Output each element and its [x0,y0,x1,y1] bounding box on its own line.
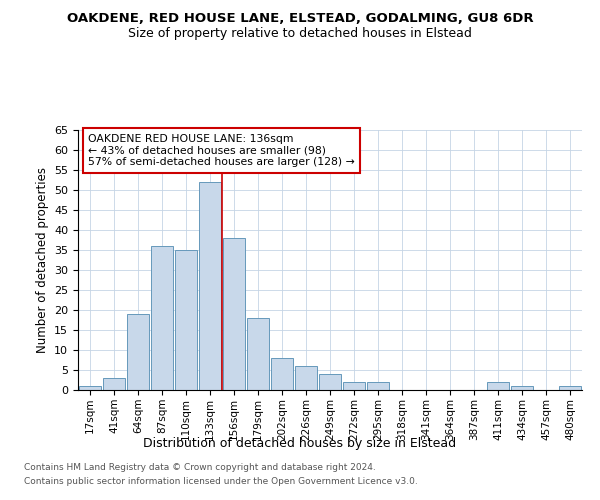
Bar [559,386,581,390]
Bar [103,378,125,390]
Bar [175,250,197,390]
Text: OAKDENE RED HOUSE LANE: 136sqm
← 43% of detached houses are smaller (98)
57% of : OAKDENE RED HOUSE LANE: 136sqm ← 43% of … [88,134,355,167]
Bar [271,358,293,390]
Text: Contains HM Land Registry data © Crown copyright and database right 2024.: Contains HM Land Registry data © Crown c… [24,464,376,472]
Bar [247,318,269,390]
Text: Contains public sector information licensed under the Open Government Licence v3: Contains public sector information licen… [24,477,418,486]
Bar [199,182,221,390]
Bar [295,366,317,390]
Bar [223,238,245,390]
Text: OAKDENE, RED HOUSE LANE, ELSTEAD, GODALMING, GU8 6DR: OAKDENE, RED HOUSE LANE, ELSTEAD, GODALM… [67,12,533,26]
Text: Distribution of detached houses by size in Elstead: Distribution of detached houses by size … [143,438,457,450]
Bar [511,386,533,390]
Bar [79,386,101,390]
Bar [151,246,173,390]
Bar [367,382,389,390]
Bar [319,374,341,390]
Text: Size of property relative to detached houses in Elstead: Size of property relative to detached ho… [128,28,472,40]
Bar [343,382,365,390]
Bar [127,314,149,390]
Y-axis label: Number of detached properties: Number of detached properties [35,167,49,353]
Bar [487,382,509,390]
